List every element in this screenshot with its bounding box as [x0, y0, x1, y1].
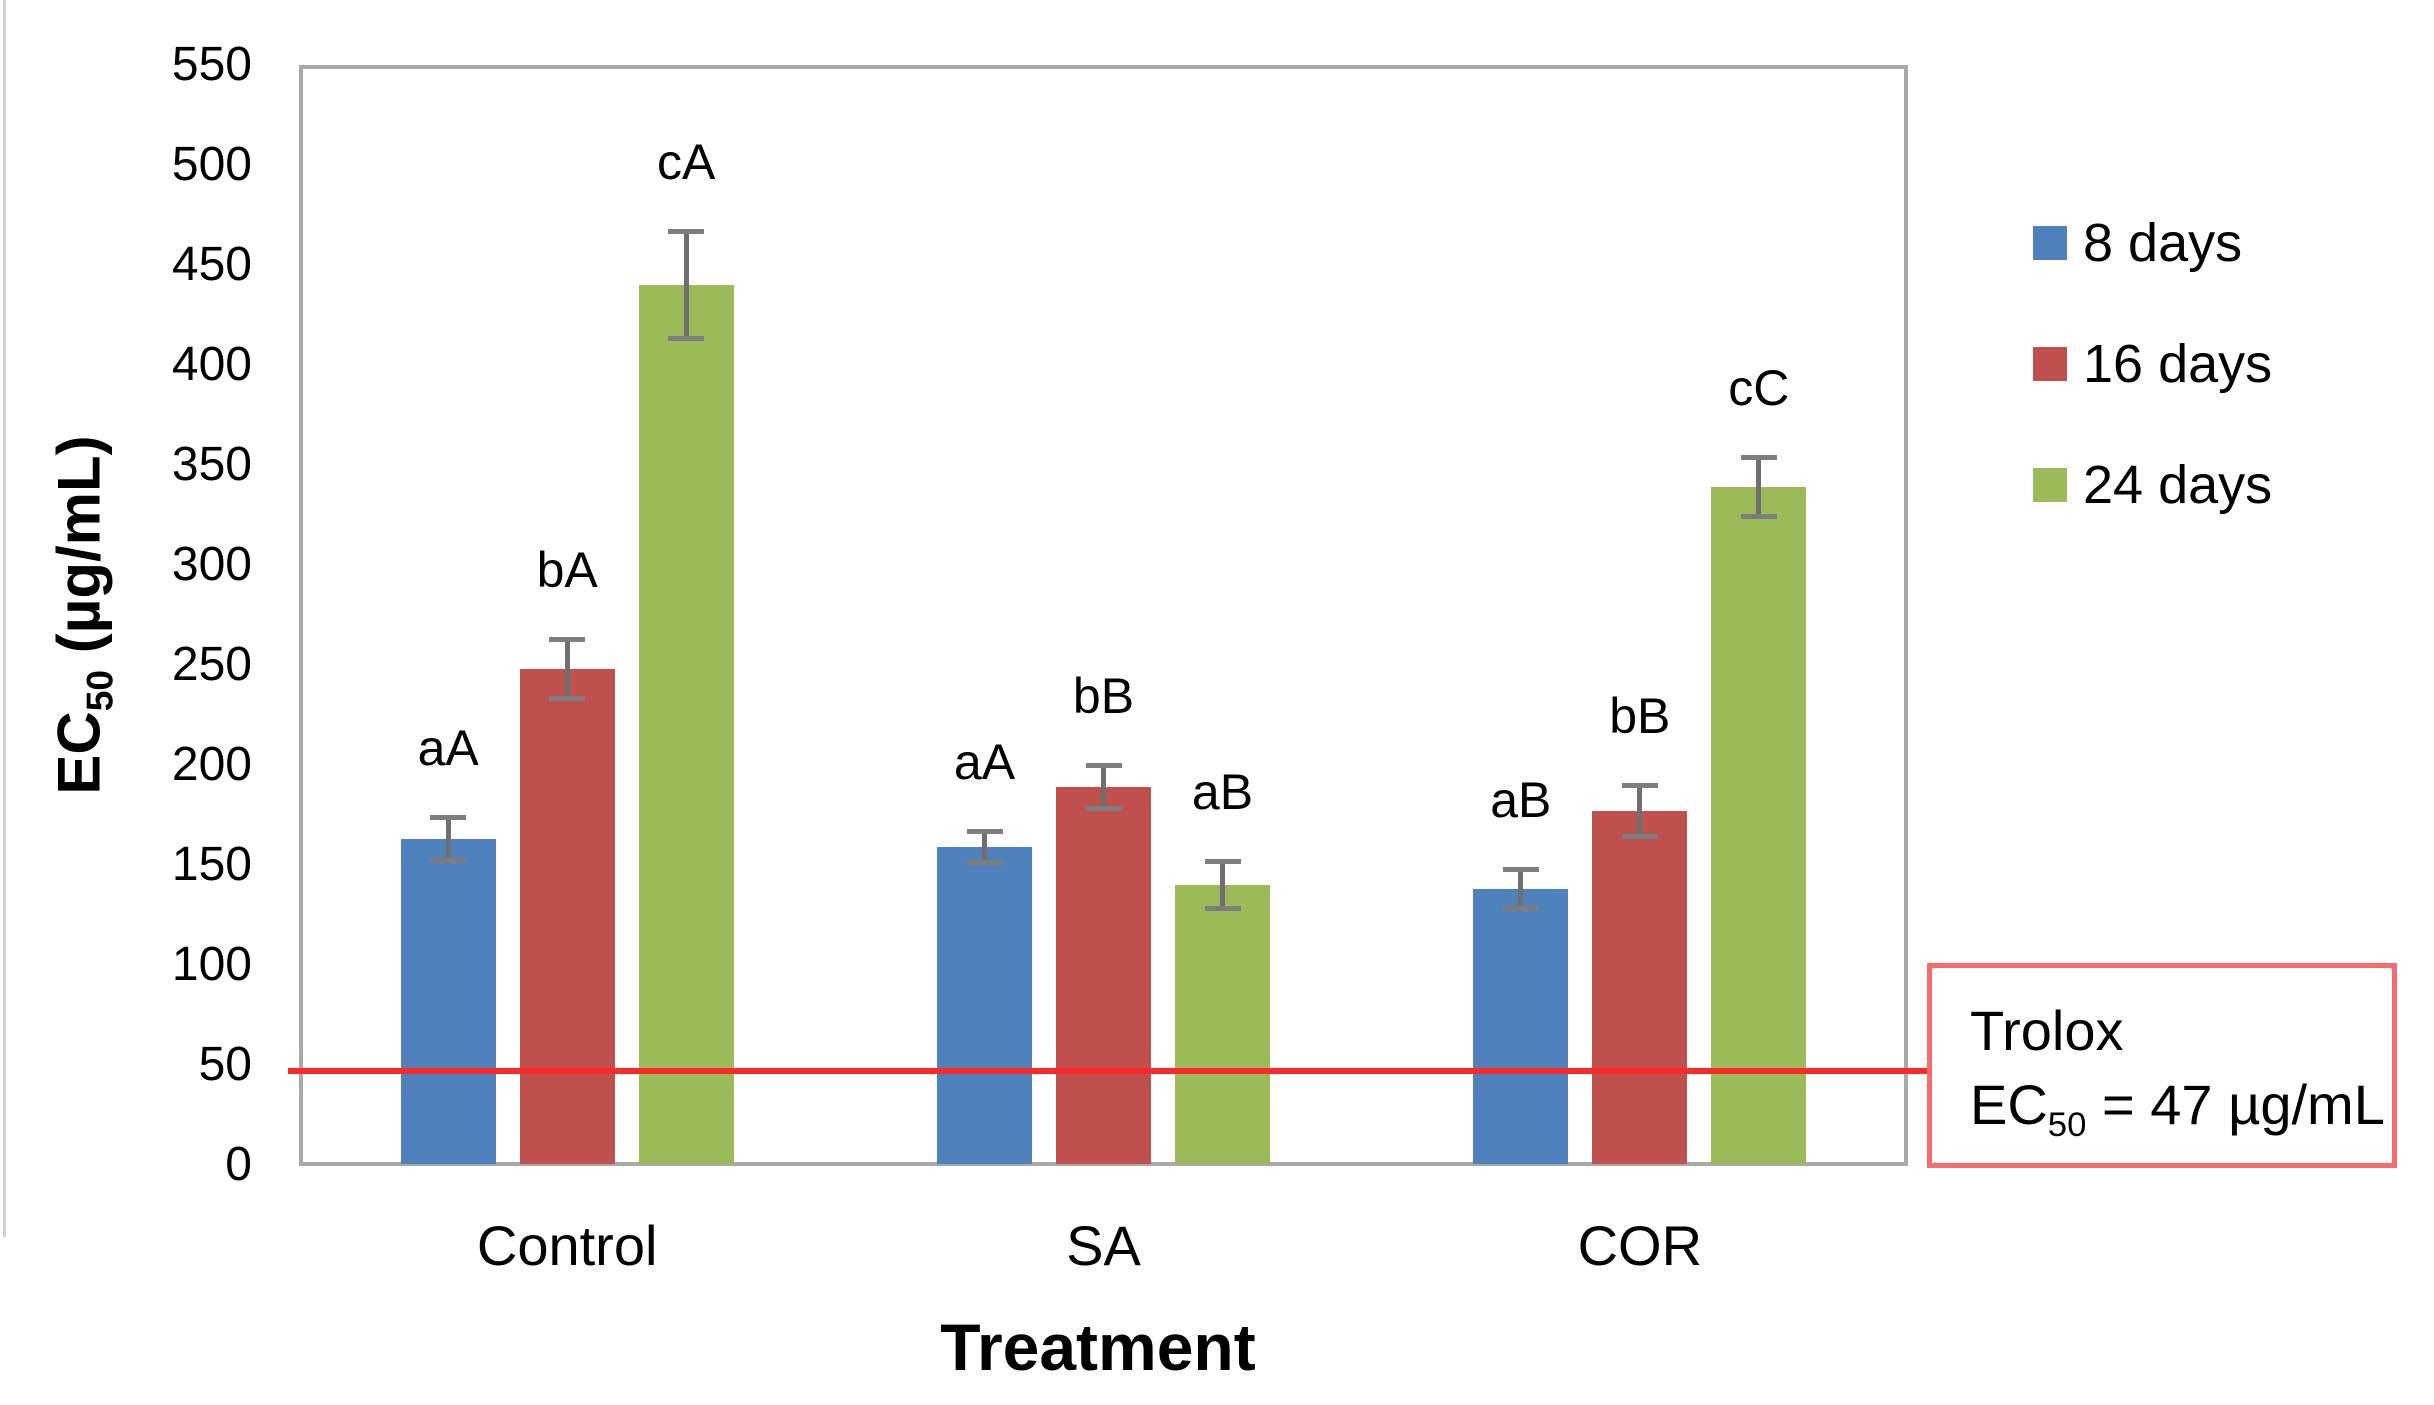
bar-8-days-control	[400, 839, 496, 1164]
y-axis-tick-label: 400	[171, 338, 252, 391]
x-axis-category-label: Control	[476, 1214, 658, 1277]
bar-16-days-cor	[1592, 811, 1688, 1164]
bar-16-days-control	[519, 669, 615, 1164]
error-bar-cap-top	[1621, 783, 1658, 788]
error-bar-cap-bottom	[1085, 806, 1122, 811]
error-bar	[445, 817, 451, 861]
trolox-ec-subscript: 50	[2047, 1106, 2087, 1145]
significance-label: aB	[1191, 764, 1254, 820]
trolox-annotation-value: EC50 = 47 µg/mL	[1970, 1068, 2392, 1162]
error-bar-cap-bottom	[668, 336, 705, 341]
x-axis-title: Treatment	[940, 1310, 1256, 1384]
error-bar-cap-bottom	[1502, 906, 1539, 911]
error-bar-cap-top	[1502, 867, 1539, 872]
error-bar	[1220, 861, 1225, 909]
error-bar-cap-top	[1204, 859, 1241, 864]
bar-24-days-sa	[1175, 885, 1270, 1164]
error-bar-cap-top	[966, 829, 1003, 834]
legend-item-16-days: 16 days	[2033, 337, 2272, 391]
y-axis-tick-label: 250	[171, 638, 252, 691]
y-axis-tick-label: 300	[171, 538, 252, 591]
error-bar	[982, 831, 987, 863]
y-axis-tick-label: 100	[171, 938, 252, 991]
x-axis-category-label: COR	[1577, 1214, 1703, 1277]
page-edge-line	[3, 0, 6, 1237]
significance-label: aB	[1490, 772, 1552, 828]
trolox-ec-prefix: EC	[1970, 1073, 2048, 1136]
legend-label: 24 days	[2083, 455, 2273, 515]
error-bar	[1101, 765, 1106, 809]
y-axis-tick-label: 550	[171, 38, 252, 91]
error-bar-cap-top	[430, 815, 467, 820]
y-axis-tick-label: 500	[171, 138, 252, 191]
legend-label: 8 days	[2083, 213, 2243, 273]
error-bar-cap-bottom	[1621, 834, 1658, 839]
error-bar-cap-bottom	[1204, 906, 1241, 911]
significance-label: bA	[536, 542, 598, 598]
error-bar	[1637, 785, 1643, 837]
error-bar-cap-bottom	[430, 858, 467, 863]
y-axis-tick-label: 0	[225, 1138, 252, 1191]
significance-label: bB	[1072, 668, 1135, 724]
error-bar-cap-top	[1085, 763, 1122, 768]
error-bar-cap-bottom	[1740, 514, 1777, 519]
error-bar-cap-bottom	[549, 696, 586, 701]
y-axis-tick-label: 50	[198, 1038, 252, 1091]
trolox-ec-suffix: = 47 µg/mL	[2086, 1073, 2385, 1136]
error-bar	[683, 231, 689, 339]
significance-label: bB	[1609, 688, 1671, 744]
significance-label: aA	[953, 734, 1016, 790]
significance-label: aA	[417, 720, 479, 776]
significance-label: cA	[656, 134, 716, 190]
legend-swatch-icon	[2033, 468, 2067, 502]
legend-label: 16 days	[2083, 334, 2273, 394]
legend-item-8-days: 8 days	[2033, 216, 2242, 270]
legend-item-24-days: 24 days	[2033, 458, 2272, 512]
error-bar	[1518, 869, 1524, 909]
trolox-reference-line	[288, 1068, 1927, 1074]
error-bar-cap-top	[549, 637, 586, 642]
error-bar	[1756, 457, 1762, 517]
error-bar-cap-top	[1740, 455, 1777, 460]
y-axis-tick-label: 150	[171, 838, 252, 891]
error-bar	[564, 639, 570, 699]
legend-swatch-icon	[2033, 226, 2067, 260]
y-axis-tick-label: 350	[171, 438, 252, 491]
trolox-annotation-title: Trolox	[1970, 999, 2124, 1062]
legend-swatch-icon	[2033, 347, 2067, 381]
significance-label: cC	[1728, 360, 1790, 416]
bar-8-days-cor	[1473, 889, 1569, 1164]
y-axis-tick-label: 200	[171, 738, 252, 791]
bar-24-days-control	[638, 285, 734, 1164]
bar-8-days-sa	[937, 847, 1032, 1164]
error-bar-cap-top	[668, 229, 705, 234]
error-bar-cap-bottom	[966, 860, 1003, 865]
bar-24-days-cor	[1711, 487, 1807, 1164]
bar-16-days-sa	[1056, 787, 1151, 1164]
trolox-annotation-box: Trolox EC50 = 47 µg/mL	[1927, 963, 2397, 1168]
x-axis-category-label: SA	[1066, 1214, 1141, 1277]
y-axis-tick-label: 450	[171, 238, 252, 291]
